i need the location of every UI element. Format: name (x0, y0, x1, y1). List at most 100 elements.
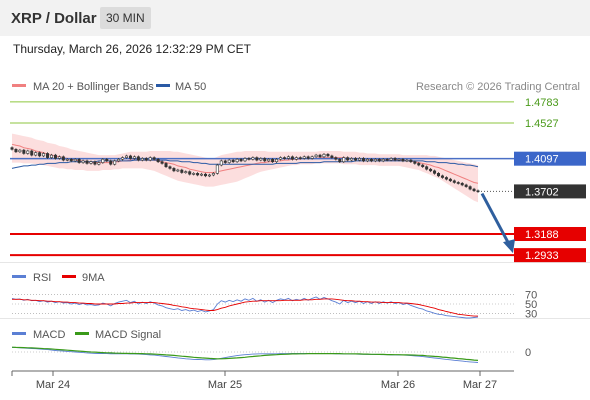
candle-body (14, 149, 18, 153)
candle-body (61, 156, 65, 161)
candle-body (354, 158, 358, 161)
level-label-resistance: 1.4783 (525, 97, 559, 109)
candle-body (132, 156, 136, 159)
candle-body (168, 166, 172, 169)
candle-body (223, 160, 227, 163)
timestamp: Thursday, March 26, 2026 12:32:29 PM CET (13, 42, 251, 56)
candle-body (476, 190, 480, 193)
candle-body (152, 157, 156, 160)
candle-body (263, 158, 267, 162)
interval-badge[interactable]: 30 MIN (100, 7, 151, 29)
candle-body (235, 158, 239, 163)
candle-body (259, 158, 263, 161)
candle-body (377, 158, 381, 162)
candle-body (215, 164, 219, 174)
candle-body (271, 158, 275, 163)
candle-body (444, 177, 448, 180)
legend-label-rsi-ma: 9MA (82, 272, 105, 284)
candle-body (365, 158, 369, 162)
candle-body (440, 175, 444, 178)
legend-swatch-ma20 (12, 84, 26, 87)
candle-body (429, 168, 433, 172)
level-label-support: 1.2933 (525, 250, 559, 262)
candle-body (279, 157, 283, 160)
legend-label-ma20: MA 20 + Bollinger Bands (33, 81, 154, 93)
candle-body (184, 171, 188, 173)
candle-body (358, 158, 362, 161)
candle-body (117, 158, 121, 162)
level-label-bg (514, 248, 586, 263)
time-axis-label: Mar 26 (381, 379, 415, 391)
candle-body (460, 182, 464, 186)
candle-body (361, 158, 365, 162)
candle-body (196, 173, 200, 176)
candle-body (448, 178, 452, 182)
candle-body (282, 157, 286, 159)
candle-body (255, 157, 259, 161)
candle-body (318, 154, 322, 158)
candle-body (290, 156, 294, 160)
forecast-arrow-head (503, 239, 515, 254)
candle-body (81, 160, 85, 163)
rsi-line (11, 296, 479, 319)
candle-body (121, 157, 125, 160)
candle-body (53, 154, 57, 159)
level-label-current: 1.3702 (525, 186, 559, 198)
header-bar: XRP / Dollar 30 MIN (0, 0, 590, 36)
candle-body (22, 149, 26, 154)
candle-body (417, 163, 421, 166)
candle-body (247, 158, 251, 160)
candle-body (57, 156, 61, 159)
candle-body (200, 173, 204, 176)
candle-body (97, 162, 101, 165)
candle-body (219, 160, 223, 166)
legend-label-macd: MACD (33, 329, 65, 341)
legend-swatch-rsi (12, 275, 26, 278)
legend-swatch-macd-signal (75, 332, 89, 335)
candle-body (160, 161, 164, 164)
candle-body (338, 158, 342, 163)
candle-body (302, 156, 306, 159)
level-label-pivot: 1.4097 (525, 154, 559, 166)
candle-body (38, 152, 42, 157)
candle-body (373, 158, 377, 162)
candle-body (389, 158, 393, 161)
candle-body (73, 158, 77, 162)
candle-body (125, 155, 129, 158)
candle-body (425, 166, 429, 170)
main-panel: MA 20 + Bollinger Bands MA 50 Research © 2… (10, 81, 586, 263)
candle-body (385, 158, 389, 161)
candle-body (330, 155, 334, 158)
rsi-tick-label: 70 (525, 290, 537, 302)
candle-body (334, 157, 338, 160)
candle-body (433, 170, 437, 174)
candle-body (286, 156, 290, 159)
candle-body (93, 161, 97, 165)
candle-body (342, 157, 346, 163)
candle-body (251, 157, 255, 160)
candle-body (148, 157, 152, 161)
candle-body (472, 188, 476, 192)
candle-body (298, 157, 302, 159)
legend-swatch-rsi-ma (62, 275, 76, 278)
time-axis-label: Mar 27 (463, 379, 497, 391)
candle-body (456, 182, 460, 184)
candle-body (267, 158, 271, 162)
candle-body (140, 158, 144, 161)
candle-body (109, 160, 113, 165)
candle-body (69, 158, 73, 162)
candle-body (326, 153, 330, 157)
candle-body (136, 156, 140, 161)
candle-body (42, 153, 46, 157)
level-label-bg (514, 151, 586, 166)
candle-body (322, 153, 326, 158)
candle-body (26, 150, 30, 154)
candle-body (101, 158, 105, 163)
candle-body (144, 158, 148, 161)
candle-body (128, 155, 132, 159)
candle-body (204, 173, 208, 177)
candle-body (18, 149, 22, 153)
panel-divider (0, 318, 590, 319)
candle-body (105, 158, 109, 162)
